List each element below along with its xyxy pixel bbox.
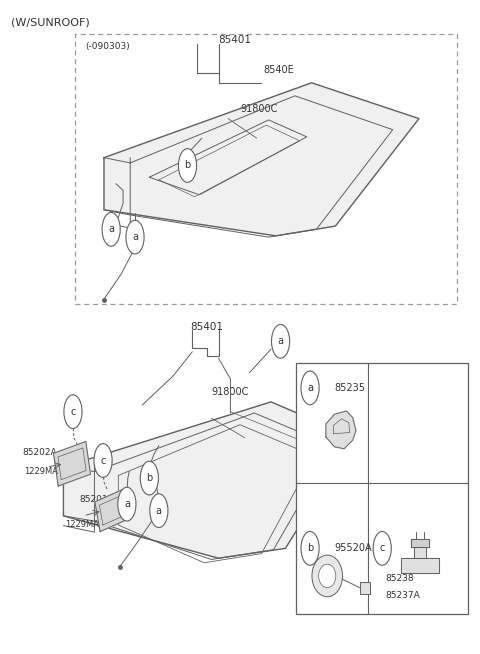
Bar <box>75 34 457 304</box>
Polygon shape <box>63 402 355 558</box>
Text: b: b <box>146 473 153 483</box>
Polygon shape <box>104 83 419 236</box>
Text: a: a <box>156 506 162 515</box>
Text: 85237A: 85237A <box>385 591 420 600</box>
Text: 85238: 85238 <box>385 574 414 583</box>
Text: 8540E: 8540E <box>264 65 295 75</box>
Polygon shape <box>411 539 429 547</box>
Text: c: c <box>100 455 106 466</box>
Polygon shape <box>326 411 356 449</box>
Text: 85201A: 85201A <box>79 495 114 504</box>
Text: a: a <box>124 499 130 509</box>
Text: (W/SUNROOF): (W/SUNROOF) <box>11 18 90 27</box>
Ellipse shape <box>150 494 168 528</box>
Ellipse shape <box>301 371 319 405</box>
Text: 1229MA: 1229MA <box>65 520 99 529</box>
Text: a: a <box>307 383 313 393</box>
Polygon shape <box>95 490 127 532</box>
Text: 91800C: 91800C <box>211 387 249 397</box>
Bar <box>360 583 370 594</box>
Circle shape <box>319 564 336 588</box>
Polygon shape <box>414 547 426 558</box>
Text: 1229MA: 1229MA <box>24 467 58 476</box>
Text: 91800C: 91800C <box>240 104 277 114</box>
Circle shape <box>312 555 343 596</box>
Ellipse shape <box>64 395 82 428</box>
Polygon shape <box>401 558 439 573</box>
Ellipse shape <box>272 324 289 358</box>
Ellipse shape <box>118 487 136 521</box>
Text: b: b <box>184 160 191 171</box>
Text: 95520A: 95520A <box>334 543 372 553</box>
Ellipse shape <box>373 532 391 565</box>
Text: (-090303): (-090303) <box>85 43 130 52</box>
Text: b: b <box>307 543 313 553</box>
Ellipse shape <box>126 220 144 254</box>
Ellipse shape <box>301 532 319 565</box>
Polygon shape <box>54 441 91 486</box>
Text: a: a <box>132 232 138 242</box>
Text: 85401: 85401 <box>218 35 252 46</box>
Text: 85401: 85401 <box>190 322 223 332</box>
Text: c: c <box>380 543 385 553</box>
Ellipse shape <box>102 213 120 246</box>
Text: 85235: 85235 <box>334 383 365 393</box>
Text: c: c <box>70 407 76 417</box>
Ellipse shape <box>94 443 112 477</box>
Text: a: a <box>277 336 284 347</box>
Text: 85202A: 85202A <box>23 447 58 456</box>
Text: a: a <box>108 224 114 234</box>
Ellipse shape <box>140 461 158 495</box>
Ellipse shape <box>179 148 197 182</box>
Bar <box>296 363 468 613</box>
